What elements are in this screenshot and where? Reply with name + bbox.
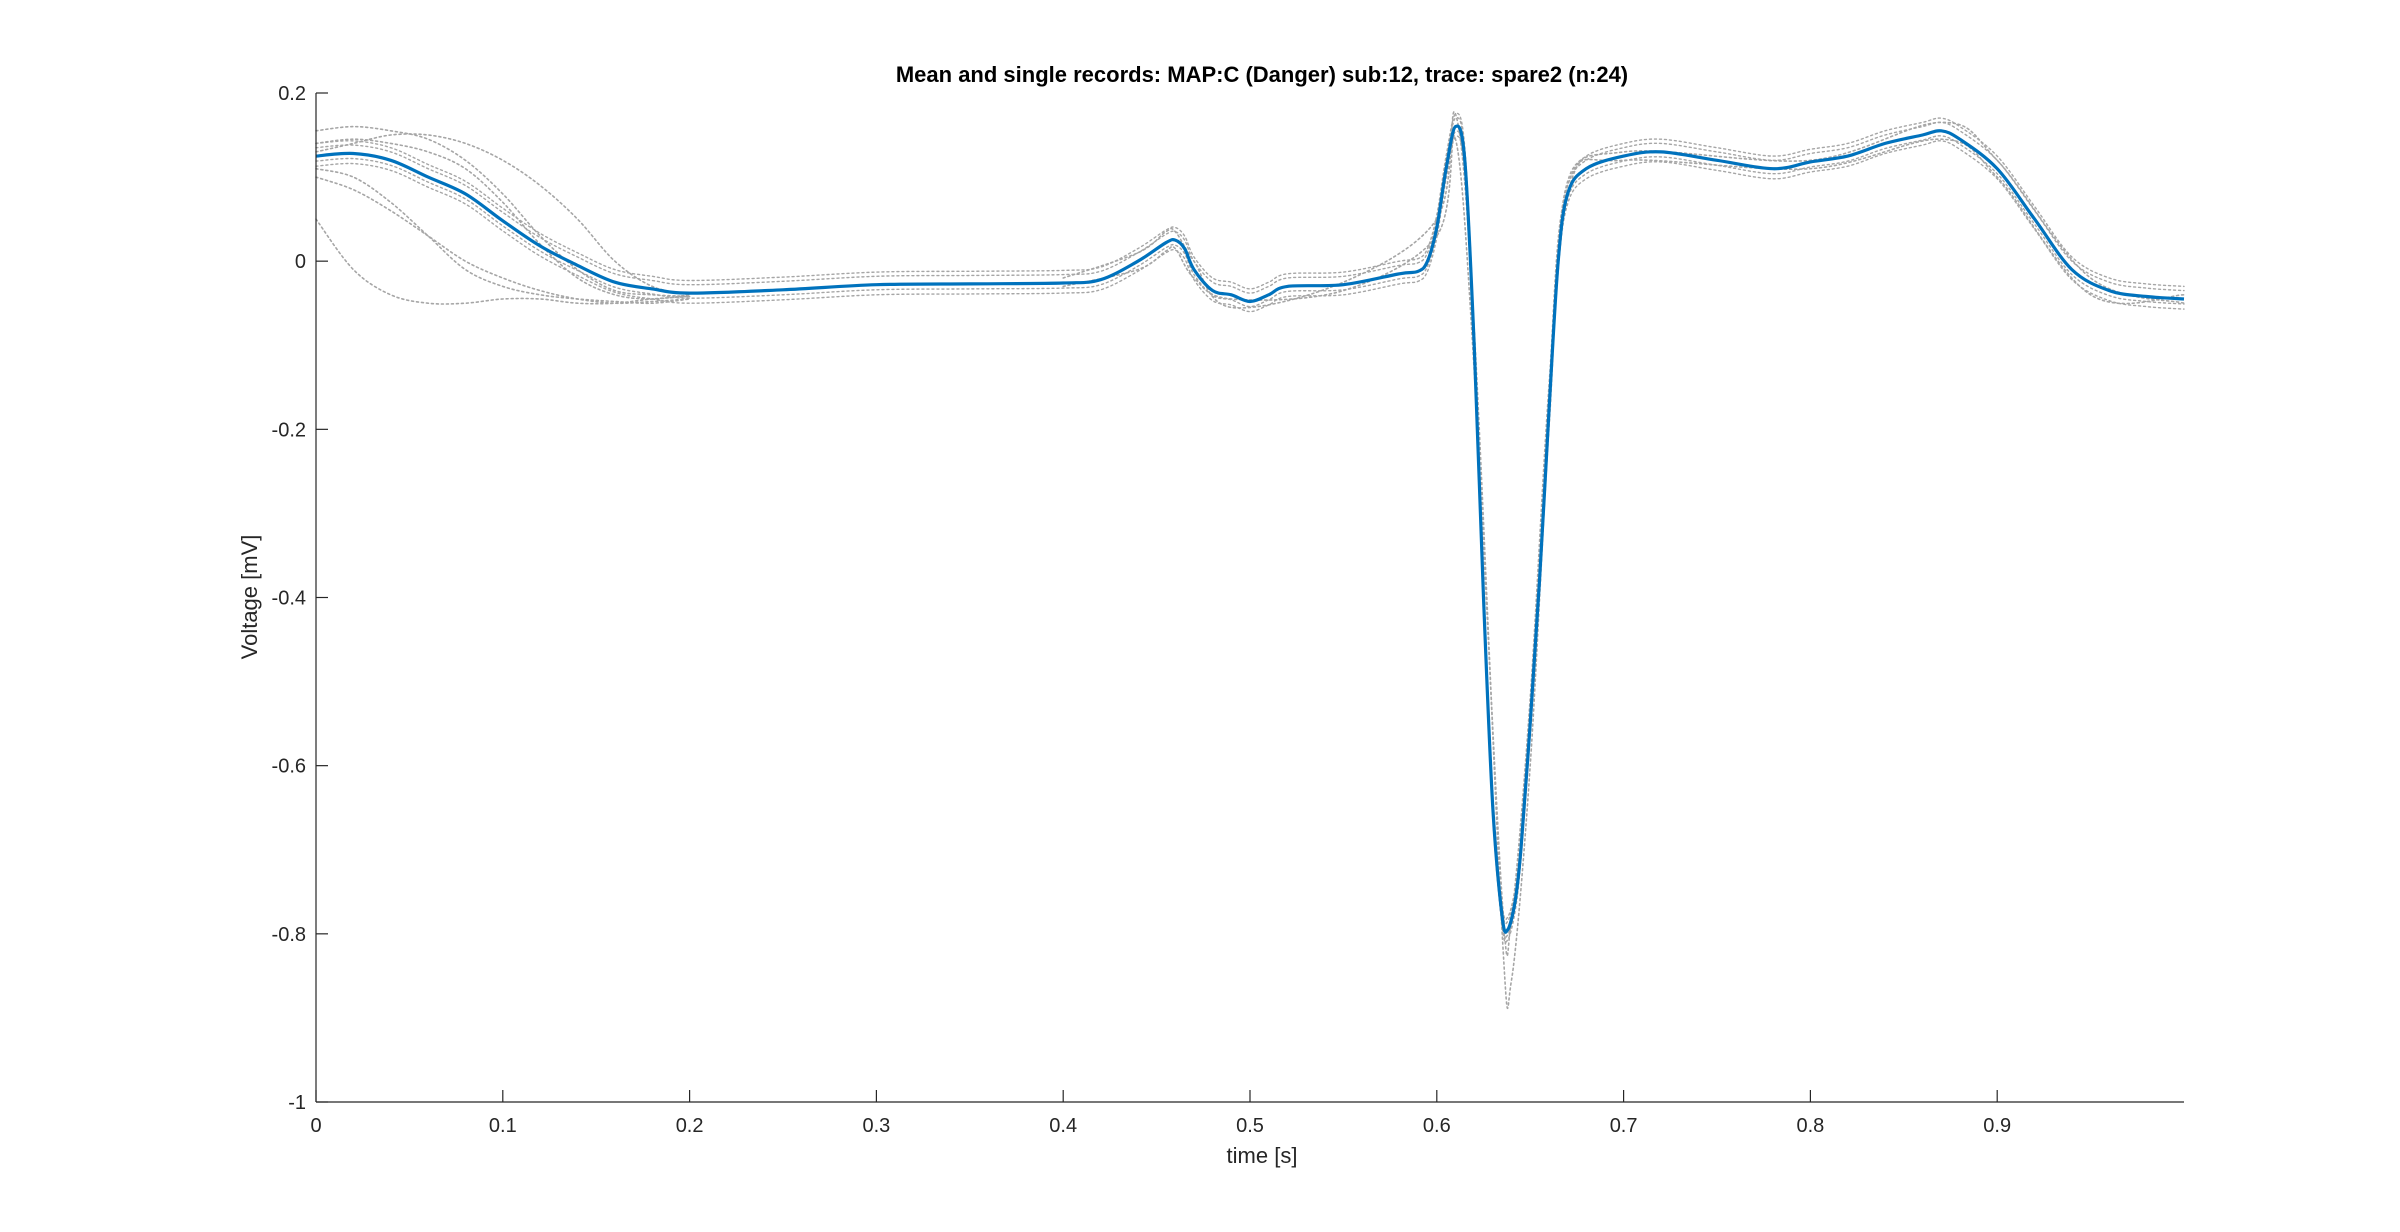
y-axis-label: Voltage [mV] bbox=[237, 535, 262, 660]
x-tick-label: 0.8 bbox=[1796, 1115, 1824, 1137]
single-records-layer bbox=[315, 110, 2185, 1009]
single-record-line bbox=[315, 112, 2185, 921]
y-tick-label: -0.8 bbox=[272, 924, 306, 946]
y-tick-label: -0.6 bbox=[272, 756, 306, 778]
chart-title: Mean and single records: MAP:C (Danger) … bbox=[896, 62, 1628, 87]
single-record-line bbox=[315, 125, 691, 298]
mean-record-layer bbox=[315, 124, 2185, 934]
x-tick-label: 0.3 bbox=[862, 1115, 890, 1137]
single-record-line bbox=[1062, 110, 2185, 1009]
x-tick-label: 0.1 bbox=[489, 1115, 517, 1137]
single-record-line bbox=[315, 133, 691, 296]
x-tick-label: 0.5 bbox=[1236, 1115, 1264, 1137]
y-tick-label: -0.4 bbox=[272, 588, 306, 610]
single-record-line bbox=[1062, 135, 2185, 957]
x-tick-label: 0 bbox=[310, 1115, 321, 1137]
single-record-line bbox=[315, 117, 2185, 925]
single-record-line bbox=[315, 138, 691, 300]
x-tick-label: 0.2 bbox=[676, 1115, 704, 1137]
y-tick-label: 0 bbox=[295, 251, 306, 273]
x-tick-label: 0.9 bbox=[1983, 1115, 2011, 1137]
y-tick-label: -1 bbox=[288, 1092, 306, 1114]
y-tick-label: -0.2 bbox=[272, 419, 306, 441]
single-record-line bbox=[315, 167, 691, 305]
x-tick-label: 0.4 bbox=[1049, 1115, 1077, 1137]
x-axis-label: time [s] bbox=[1227, 1143, 1298, 1168]
single-record-line bbox=[315, 130, 2185, 938]
axes: 0 0.1 0.2 0.3 0.4 0.5 0.6 0.7 0.8 0.9 -1 -0.8 -0.6 -0… bbox=[272, 83, 2184, 1137]
x-tick-label: 0.6 bbox=[1423, 1115, 1451, 1137]
single-record-line bbox=[315, 135, 2185, 943]
single-record-line bbox=[315, 176, 691, 305]
x-tick-label: 0.7 bbox=[1610, 1115, 1638, 1137]
mean-record-line bbox=[315, 124, 2185, 934]
y-tick-label: 0.2 bbox=[278, 83, 306, 105]
